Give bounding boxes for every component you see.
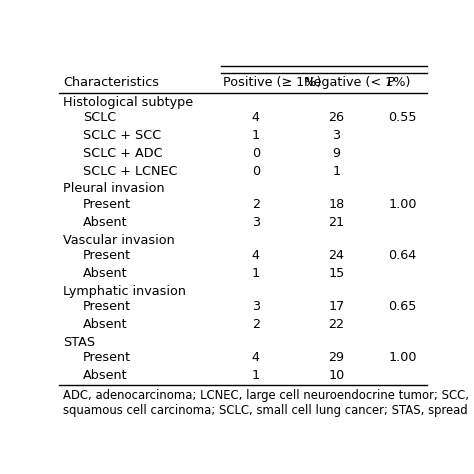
Text: 2: 2 (252, 198, 260, 211)
Text: squamous cell carcinoma; SCLC, small cell lung cancer; STAS, spread: squamous cell carcinoma; SCLC, small cel… (63, 404, 467, 417)
Text: 3: 3 (252, 216, 260, 228)
Text: 1: 1 (252, 267, 260, 280)
Text: Absent: Absent (83, 216, 128, 228)
Text: Present: Present (83, 249, 131, 262)
Text: Absent: Absent (83, 267, 128, 280)
Text: Vascular invasion: Vascular invasion (63, 234, 175, 246)
Text: 1: 1 (252, 129, 260, 142)
Text: 15: 15 (328, 267, 345, 280)
Text: 0.55: 0.55 (389, 111, 417, 124)
Text: 2: 2 (252, 318, 260, 331)
Text: Present: Present (83, 300, 131, 313)
Text: Characteristics: Characteristics (63, 76, 159, 89)
Text: Lymphatic invasion: Lymphatic invasion (63, 284, 186, 298)
Text: 0: 0 (252, 164, 260, 178)
Text: ADC, adenocarcinoma; LCNEC, large cell neuroendocrine tumor; SCC,: ADC, adenocarcinoma; LCNEC, large cell n… (63, 389, 469, 402)
Text: Absent: Absent (83, 318, 128, 331)
Text: SCLC + ADC: SCLC + ADC (83, 146, 163, 160)
Text: Present: Present (83, 198, 131, 211)
Text: 4: 4 (252, 111, 260, 124)
Text: STAS: STAS (63, 336, 95, 349)
Text: SCLC + SCC: SCLC + SCC (83, 129, 161, 142)
Text: 0.64: 0.64 (389, 249, 417, 262)
Text: 29: 29 (328, 351, 345, 364)
Text: Absent: Absent (83, 369, 128, 382)
Text: Positive (≥ 1%): Positive (≥ 1%) (223, 76, 321, 89)
Text: 26: 26 (328, 111, 345, 124)
Text: 4: 4 (252, 249, 260, 262)
Text: 0.65: 0.65 (389, 300, 417, 313)
Text: 21: 21 (328, 216, 345, 228)
Text: 10: 10 (328, 369, 345, 382)
Text: 3: 3 (333, 129, 341, 142)
Text: Pleural invasion: Pleural invasion (63, 182, 164, 195)
Text: Negative (< 1%): Negative (< 1%) (303, 76, 410, 89)
Text: Histological subtype: Histological subtype (63, 96, 193, 109)
Text: P: P (386, 76, 394, 89)
Text: 4: 4 (252, 351, 260, 364)
Text: 1.00: 1.00 (389, 351, 417, 364)
Text: 17: 17 (328, 300, 345, 313)
Text: SCLC: SCLC (83, 111, 117, 124)
Text: 1: 1 (333, 164, 341, 178)
Text: 1: 1 (252, 369, 260, 382)
Text: 9: 9 (333, 146, 341, 160)
Text: 22: 22 (328, 318, 345, 331)
Text: 1.00: 1.00 (389, 198, 417, 211)
Text: SCLC + LCNEC: SCLC + LCNEC (83, 164, 178, 178)
Text: 3: 3 (252, 300, 260, 313)
Text: 18: 18 (328, 198, 345, 211)
Text: Present: Present (83, 351, 131, 364)
Text: 24: 24 (328, 249, 345, 262)
Text: 0: 0 (252, 146, 260, 160)
